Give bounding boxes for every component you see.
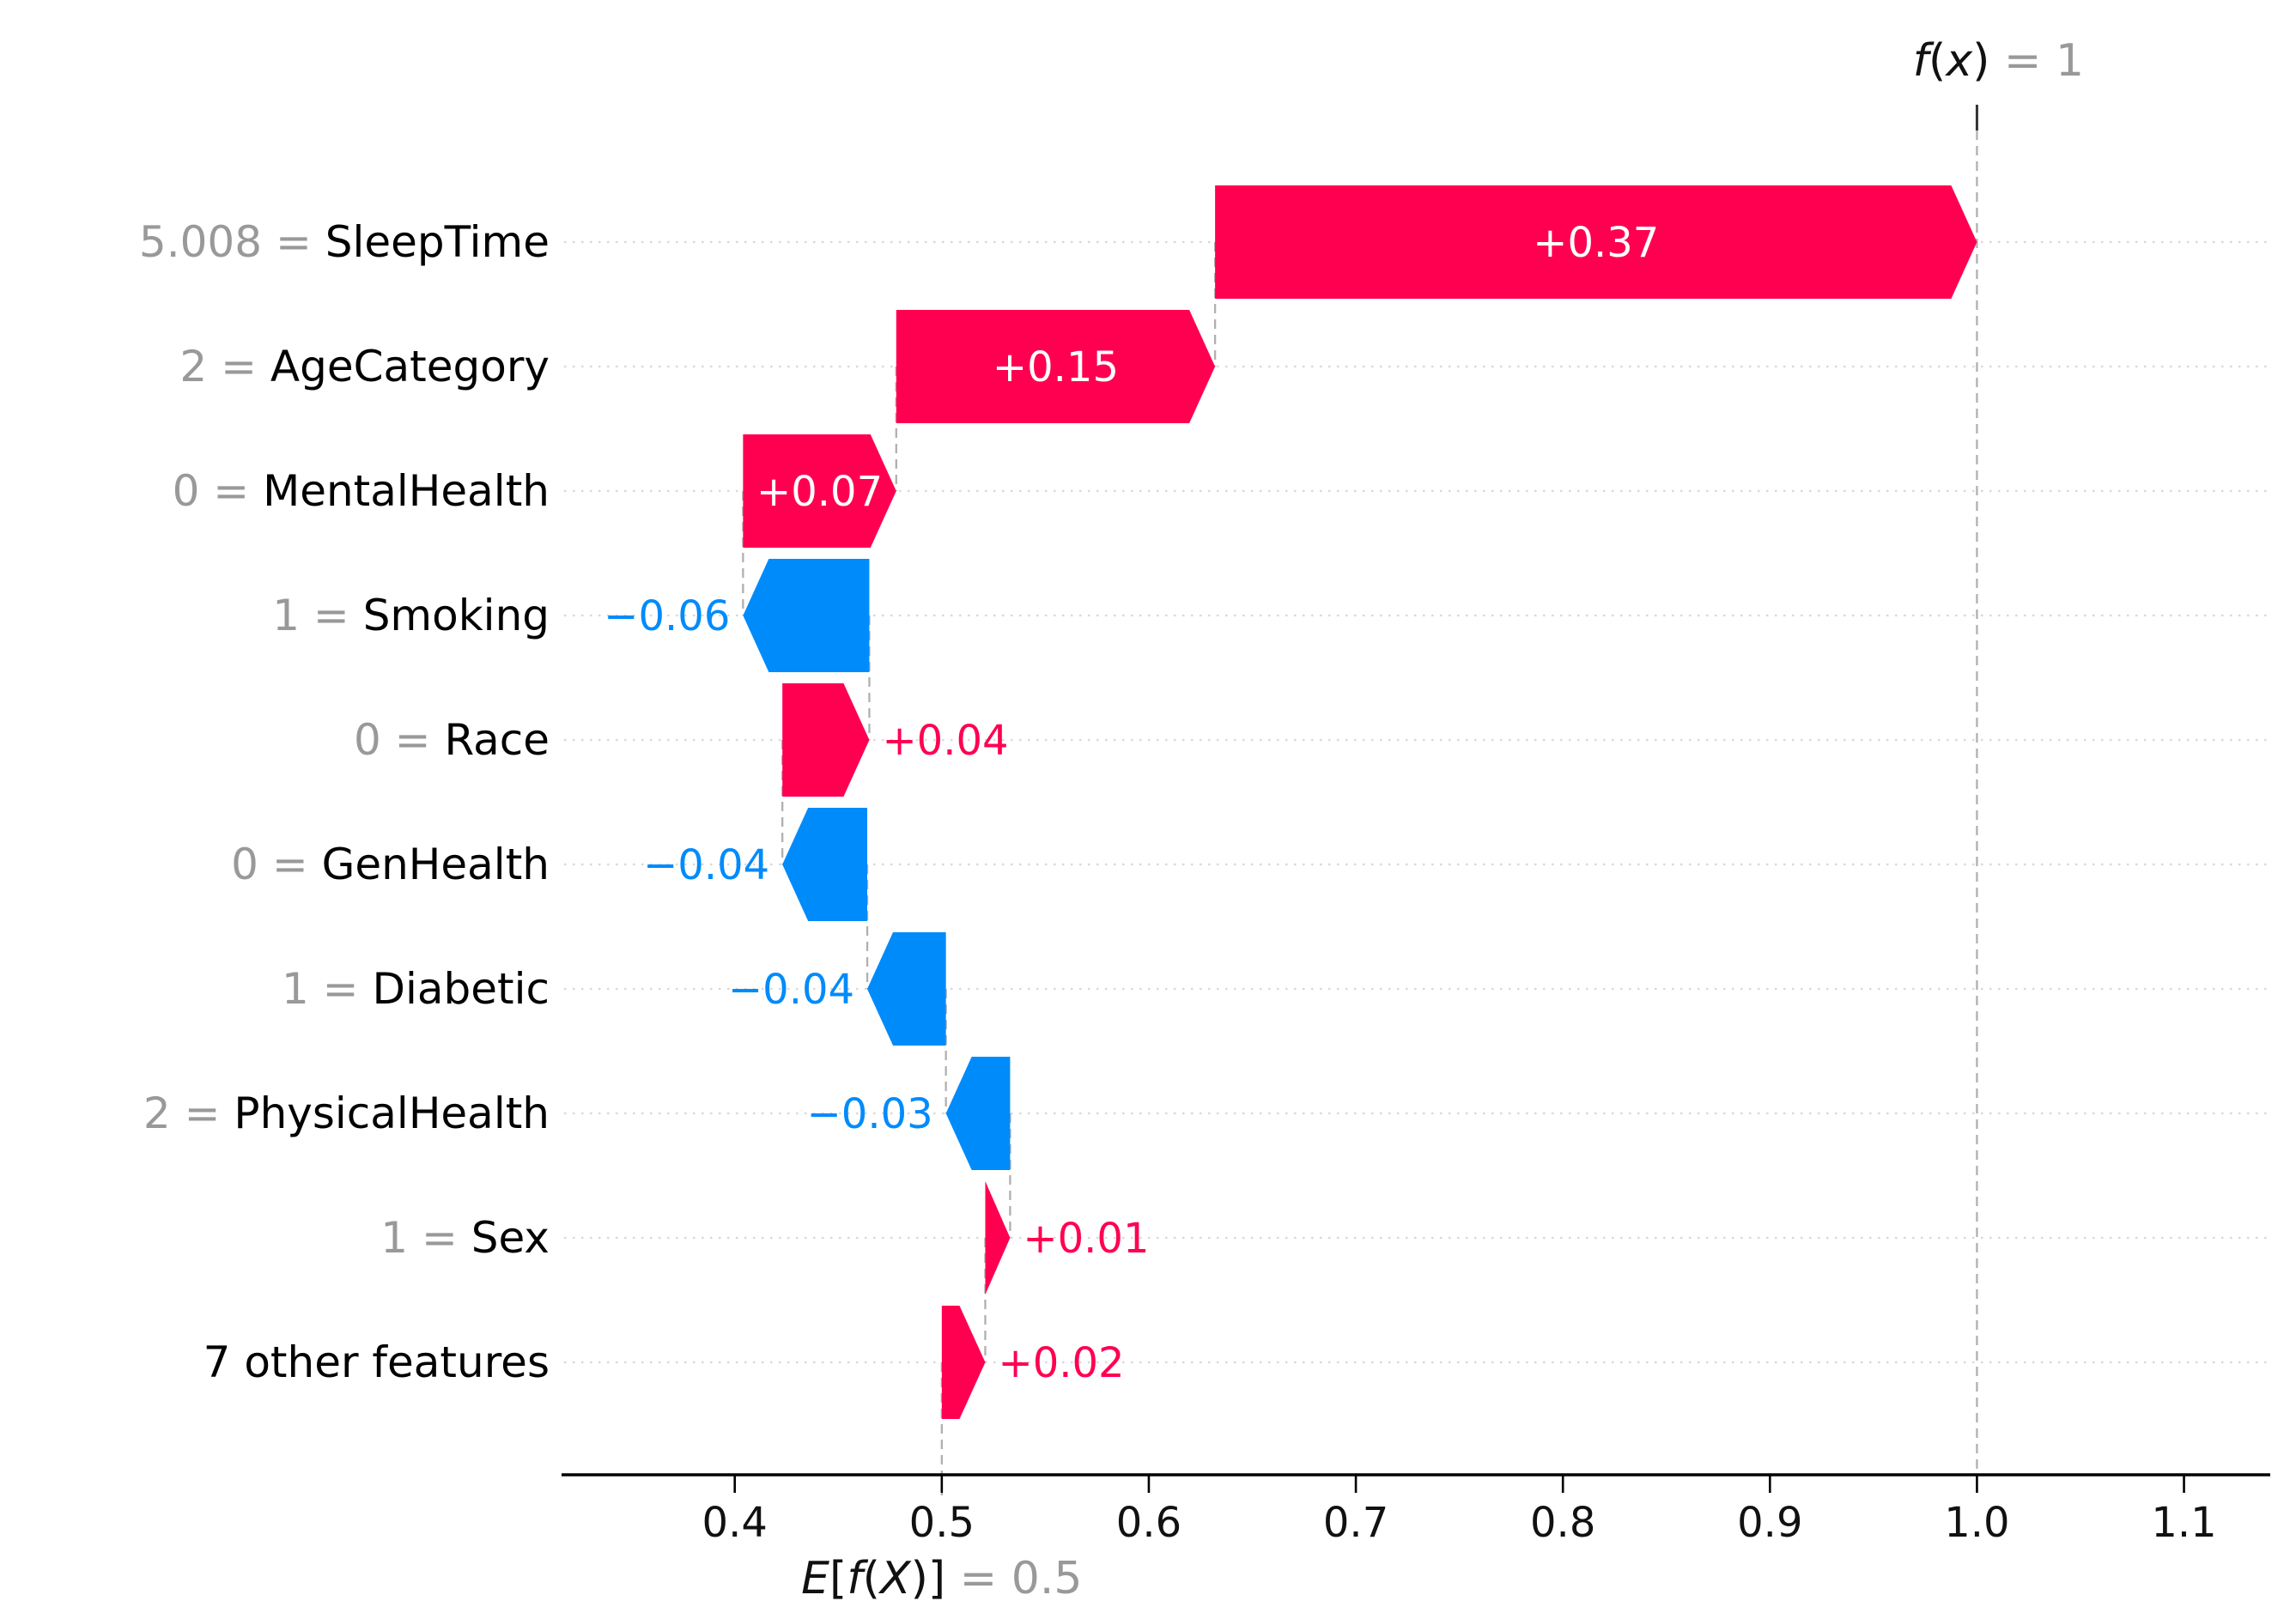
shap-bar [985, 1181, 1011, 1295]
shap-bar [782, 683, 870, 797]
bar-value-label: +0.04 [882, 717, 1008, 765]
feature-label: 7 other features [203, 1337, 550, 1387]
bar-value-label: −0.04 [643, 841, 769, 889]
bar-value-label: +0.37 [1533, 219, 1659, 267]
bar-value-label: +0.15 [993, 343, 1119, 391]
bar-value-label: +0.01 [1023, 1215, 1149, 1263]
feature-label: 0 = MentalHealth [173, 466, 550, 516]
fx-annotation: f(x) = 1 [1913, 35, 2084, 87]
x-tick-label: 0.9 [1737, 1499, 1802, 1547]
shap-bar [782, 808, 868, 921]
x-tick-label: 0.7 [1323, 1499, 1388, 1547]
shap-bar [945, 1057, 1011, 1170]
x-tick-label: 0.6 [1116, 1499, 1181, 1547]
x-tick-label: 0.5 [909, 1499, 975, 1547]
bar-value-label: −0.03 [807, 1090, 933, 1138]
shap-bar [743, 434, 896, 548]
x-tick-label: 0.4 [702, 1499, 768, 1547]
x-tick-label: 0.8 [1530, 1499, 1595, 1547]
bar-value-label: −0.06 [604, 592, 730, 640]
shap-bar [1215, 185, 1977, 299]
feature-label: 0 = Race [354, 715, 550, 765]
shap-bar [896, 310, 1216, 423]
feature-label: 2 = PhysicalHealth [143, 1088, 550, 1138]
x-tick-label: 1.1 [2151, 1499, 2216, 1547]
shap-bar [743, 559, 870, 672]
bar-value-label: +0.02 [998, 1339, 1124, 1387]
base-annotation: E[f(X)] = 0.5 [801, 1553, 1082, 1604]
feature-label: 1 = Smoking [272, 591, 550, 640]
shap-bar [867, 932, 946, 1046]
feature-label: 2 = AgeCategory [179, 342, 550, 391]
bar-value-label: −0.04 [728, 966, 854, 1014]
feature-label: 1 = Diabetic [282, 964, 550, 1014]
feature-label: 5.008 = SleepTime [139, 217, 550, 267]
shap-bar [941, 1306, 986, 1419]
x-tick-label: 1.0 [1944, 1499, 2009, 1547]
feature-label: 0 = GenHealth [231, 840, 550, 889]
feature-label: 1 = Sex [380, 1213, 550, 1263]
bar-value-label: +0.07 [756, 468, 883, 516]
